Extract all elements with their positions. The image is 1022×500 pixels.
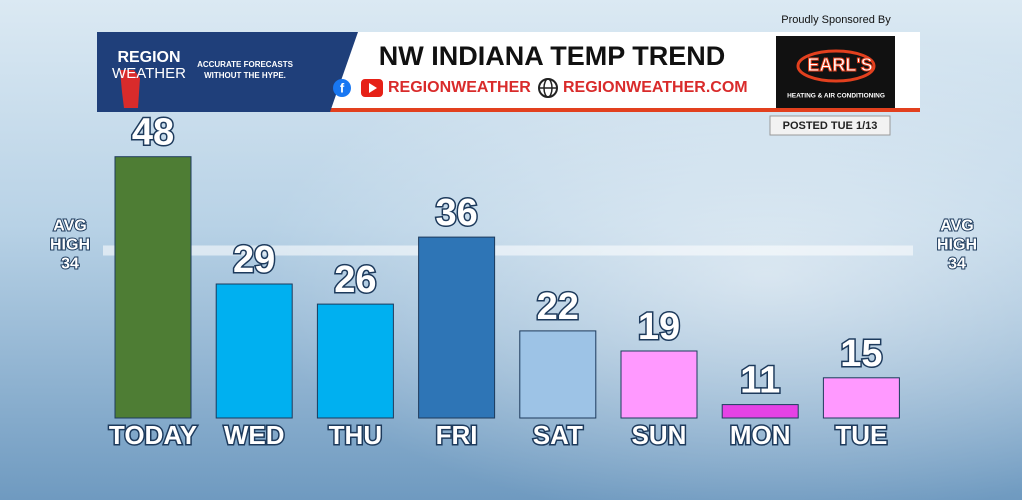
- value-label: 15: [840, 333, 882, 375]
- sponsor-fish: [796, 49, 876, 83]
- x-tick-label: TUE: [835, 420, 887, 450]
- globe-line: [543, 78, 553, 98]
- website: REGIONWEATHER.COM: [563, 79, 748, 96]
- x-tick-label: TODAY: [109, 420, 197, 450]
- social-handle: REGIONWEATHER: [388, 79, 531, 96]
- tagline: ACCURATE FORECASTS: [197, 60, 294, 69]
- header-banner: REGION WEATHER ACCURATE FORECASTS WITHOU…: [97, 32, 920, 136]
- x-tick-label: SUN: [632, 420, 687, 450]
- posted-date: POSTED TUE 1/13: [783, 120, 878, 132]
- sponsor-name: EARL'S: [807, 55, 872, 75]
- x-tick-label: MON: [730, 420, 791, 450]
- chart-title: NW INDIANA TEMP TREND: [379, 41, 726, 71]
- value-label: 26: [334, 259, 376, 301]
- reference-value: 34: [948, 256, 966, 273]
- reference-label: AVG: [940, 218, 973, 235]
- posted-box: [769, 115, 891, 136]
- bar: [620, 350, 698, 419]
- logo-top: REGION: [117, 49, 180, 66]
- reference-label: HIGH: [937, 237, 977, 254]
- reference-line: [103, 245, 913, 256]
- banner-stripe: [97, 108, 920, 112]
- bar: [215, 283, 293, 419]
- bar: [721, 404, 799, 419]
- value-label: 22: [537, 286, 579, 328]
- x-tick-label: THU: [329, 420, 382, 450]
- youtube-glyph: [369, 83, 377, 93]
- facebook-glyph: f: [340, 80, 345, 95]
- value-label: 48: [132, 112, 174, 154]
- reference-value: 34: [61, 256, 79, 273]
- sponsor-logo: [776, 36, 895, 108]
- value-label: 11: [740, 360, 780, 402]
- sponsor-tagline: HEATING & AIR CONDITIONING: [787, 93, 885, 100]
- indiana-shape: [120, 70, 140, 108]
- reference-label: AVG: [53, 218, 86, 235]
- value-label: 36: [435, 192, 477, 234]
- sponsor-intro: Proudly Sponsored By: [781, 14, 891, 26]
- facebook-icon: [333, 79, 351, 97]
- tagline: WITHOUT THE HYPE.: [204, 71, 286, 80]
- bar: [519, 330, 597, 419]
- bar: [418, 236, 496, 419]
- bar: [114, 156, 192, 419]
- logo-panel: [97, 32, 358, 112]
- x-tick-label: SAT: [533, 420, 583, 450]
- bar: [316, 303, 394, 419]
- x-tick-label: WED: [224, 420, 285, 450]
- value-label: 29: [233, 239, 275, 281]
- reference-label: HIGH: [50, 237, 90, 254]
- value-label: 19: [638, 306, 680, 348]
- x-tick-label: FRI: [436, 420, 478, 450]
- bar: [822, 377, 900, 419]
- logo-bottom: WEATHER: [112, 65, 186, 82]
